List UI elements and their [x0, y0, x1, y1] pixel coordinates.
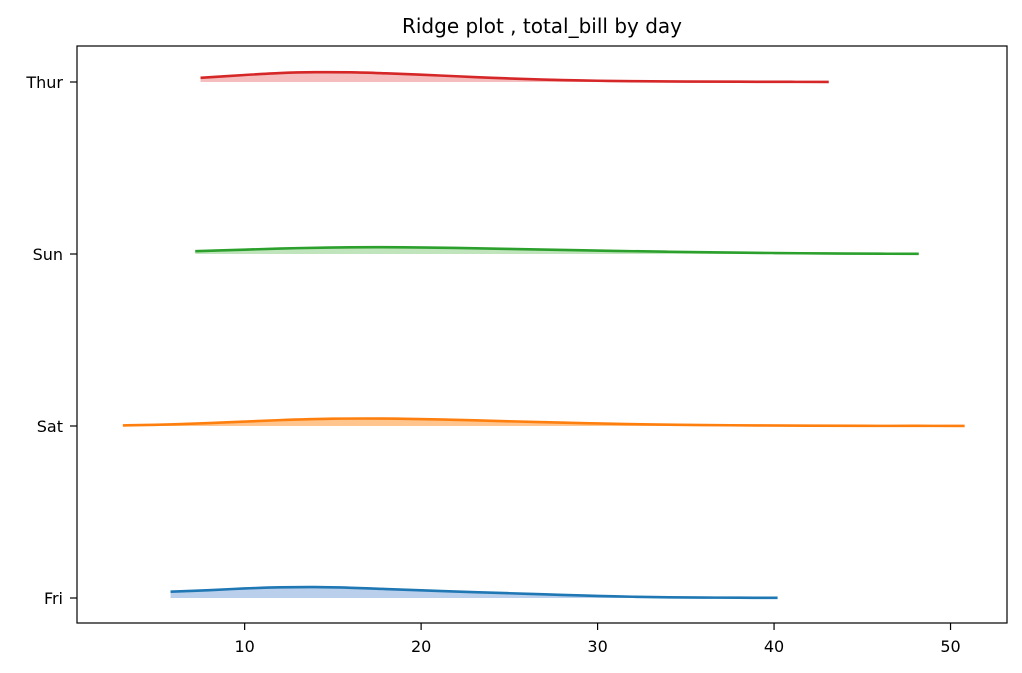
y-tick-label-thur: Thur	[25, 73, 63, 92]
x-axis: 10 20 30 40 50	[234, 623, 961, 656]
ridge-line-sun	[195, 245, 919, 256]
x-tick-label-30: 30	[587, 637, 607, 656]
x-tick-label-40: 40	[764, 637, 784, 656]
y-tick-label-sun: Sun	[33, 245, 63, 264]
chart-title: Ridge plot , total_bill by day	[402, 14, 682, 38]
ridge-line-thur	[200, 70, 829, 84]
ridge-line-fri	[170, 585, 778, 600]
y-tick-label-sat: Sat	[37, 417, 63, 436]
x-tick-label-50: 50	[940, 637, 960, 656]
x-tick-label-20: 20	[411, 637, 431, 656]
x-tick-label-10: 10	[234, 637, 254, 656]
ridges-group	[122, 70, 965, 600]
y-axis: Fri Sat Sun Thur	[25, 73, 77, 608]
y-tick-label-fri: Fri	[44, 589, 63, 608]
plot-frame	[76, 45, 1008, 624]
ridge-area-thur	[200, 72, 829, 82]
ridge-line-sat	[122, 417, 965, 428]
